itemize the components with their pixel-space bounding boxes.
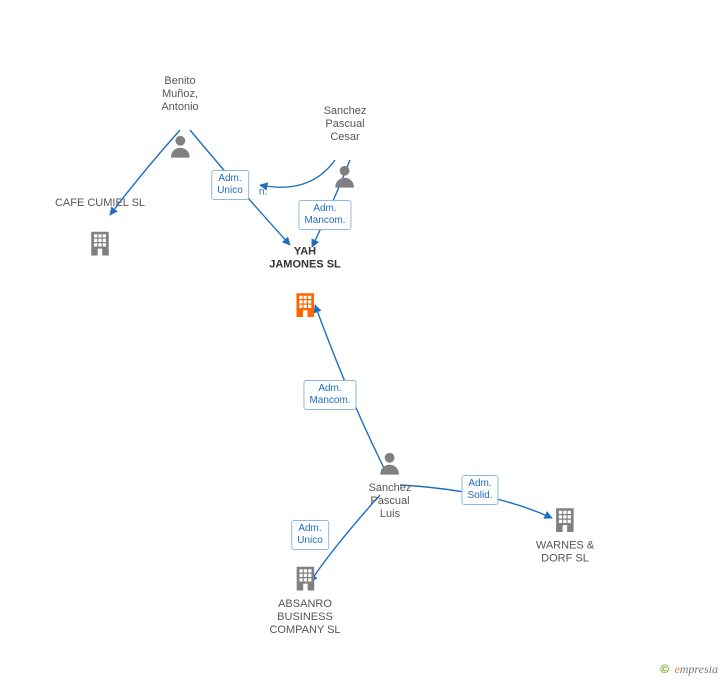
edge-label: Adm. Mancom. bbox=[303, 380, 356, 410]
edge-label: Adm. Mancom. bbox=[298, 200, 351, 230]
building-icon bbox=[550, 505, 580, 540]
building-icon bbox=[290, 563, 320, 598]
node-benito[interactable]: Benito Muñoz, Antonio bbox=[161, 75, 198, 165]
node-label: CAFE CUMIEL SL bbox=[55, 197, 145, 210]
edges-layer bbox=[0, 0, 728, 685]
person-icon bbox=[166, 132, 194, 165]
copyright-symbol: © bbox=[660, 662, 669, 676]
node-label: YAH JAMONES SL bbox=[269, 246, 341, 272]
node-label: Sanchez Pascual Luis bbox=[369, 482, 412, 521]
node-cafe[interactable]: CAFE CUMIEL SL bbox=[55, 197, 145, 263]
edge-label: Adm. Unico bbox=[291, 520, 329, 550]
node-label: ABSANRO BUSINESS COMPANY SL bbox=[269, 598, 340, 637]
edge-label: Adm. Unico bbox=[211, 170, 249, 200]
diagram-stage: Benito Muñoz, Antonio Sanchez Pascual Ce… bbox=[0, 0, 728, 685]
edge-label-fragment: n. bbox=[259, 187, 267, 198]
building-icon bbox=[85, 228, 115, 263]
node-label: Sanchez Pascual Cesar bbox=[324, 105, 367, 144]
node-cesar[interactable]: Sanchez Pascual Cesar bbox=[324, 105, 367, 195]
person-icon bbox=[376, 449, 404, 482]
node-label: Benito Muñoz, Antonio bbox=[161, 75, 198, 114]
edge-label: Adm. Solid. bbox=[461, 475, 498, 505]
node-absanro[interactable]: ABSANRO BUSINESS COMPANY SL bbox=[269, 563, 340, 637]
footer-copyright: © empresia bbox=[660, 662, 718, 677]
edge bbox=[260, 160, 335, 187]
brand-rest: mpresia bbox=[680, 662, 718, 676]
node-warnes[interactable]: WARNES & DORF SL bbox=[536, 505, 594, 566]
node-label: WARNES & DORF SL bbox=[536, 540, 594, 566]
node-yah[interactable]: YAH JAMONES SL bbox=[269, 246, 341, 325]
building-icon bbox=[290, 290, 320, 325]
node-luis[interactable]: Sanchez Pascual Luis bbox=[369, 449, 412, 521]
person-icon bbox=[331, 162, 359, 195]
